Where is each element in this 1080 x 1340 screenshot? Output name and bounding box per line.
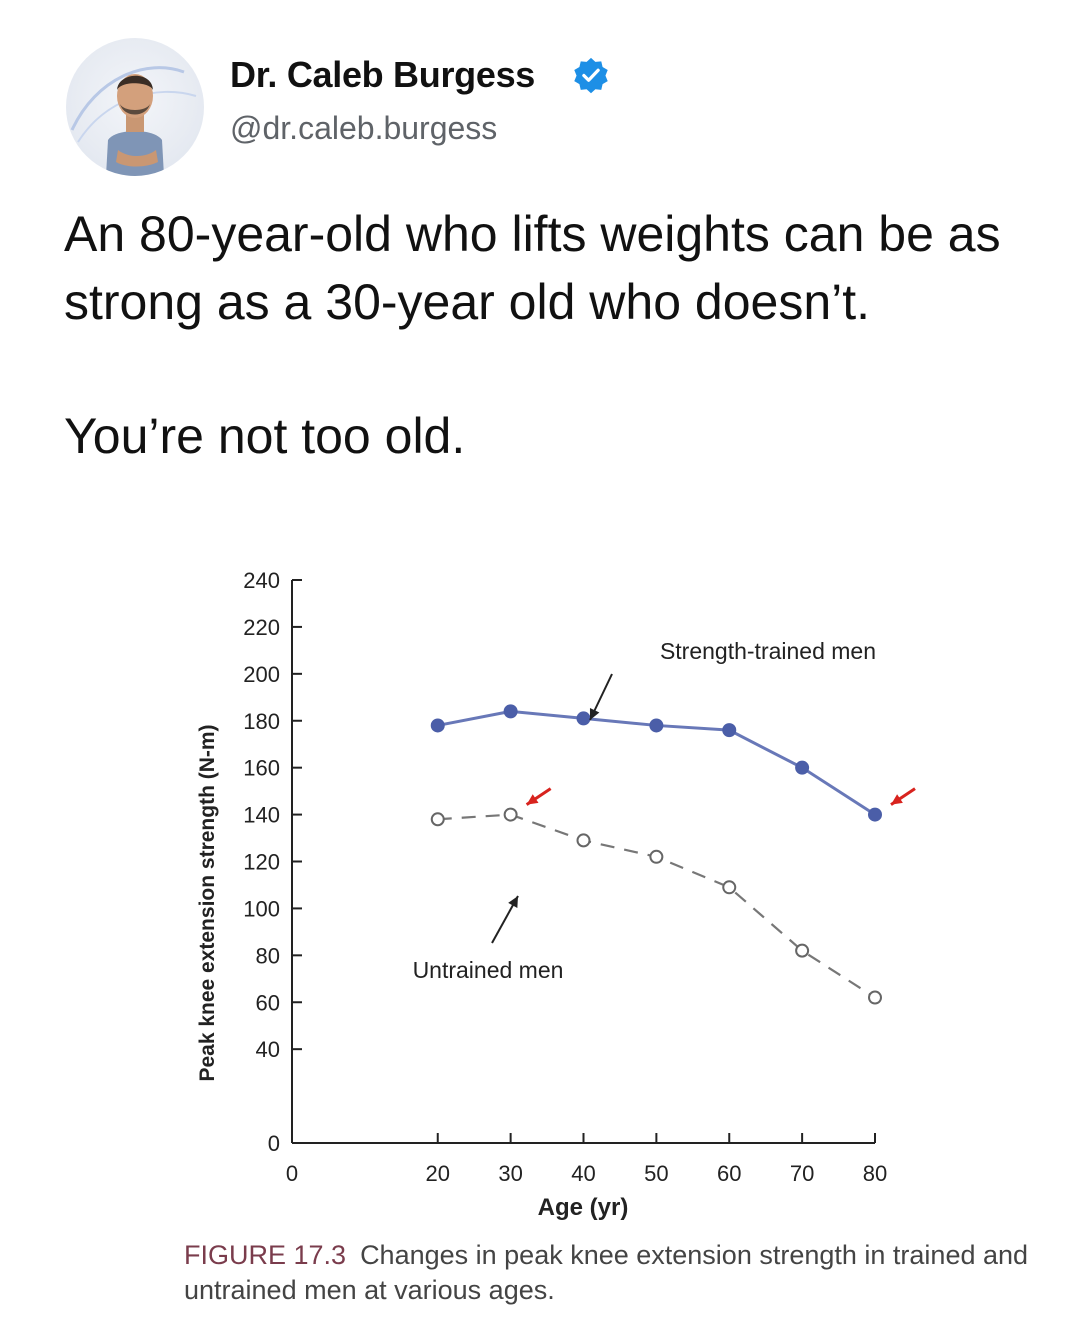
pointer-arrow-untrained-head	[508, 896, 518, 908]
avatar-illustration	[70, 66, 197, 176]
data-point-trained-20	[430, 718, 445, 733]
display-name[interactable]: Dr. Caleb Burgess	[230, 54, 536, 95]
post-text: An 80-year-old who lifts weights can be …	[64, 200, 1044, 470]
y-tick-label-180: 180	[243, 709, 280, 734]
x-tick-label-80: 80	[863, 1161, 887, 1186]
figure-caption-text: Changes in peak knee extension strength …	[184, 1240, 1029, 1305]
red-highlight-arrow-1-head	[526, 794, 539, 805]
x-tick-label-0: 0	[286, 1161, 298, 1186]
y-tick-label-200: 200	[243, 662, 280, 687]
y-tick-label-220: 220	[243, 615, 280, 640]
post-header: Dr. Caleb Burgess @dr.caleb.burgess	[66, 32, 966, 176]
avatar[interactable]	[66, 38, 204, 176]
verified-badge-icon	[574, 57, 608, 94]
red-highlight-arrow-2-head	[891, 794, 903, 805]
red-highlight-arrow-1	[525, 787, 552, 806]
y-tick-label-160: 160	[243, 756, 280, 781]
x-tick-label-30: 30	[498, 1161, 522, 1186]
red-highlight-arrow-2	[890, 787, 916, 806]
x-tick-label-20: 20	[426, 1161, 450, 1186]
chart-annotations	[491, 673, 916, 944]
data-point-untrained-60	[722, 880, 737, 895]
data-point-untrained-70	[795, 943, 810, 958]
series-label-untrained: Untrained men	[413, 957, 564, 983]
x-axis-label: Age (yr)	[538, 1194, 629, 1221]
data-point-untrained-40	[576, 833, 591, 848]
y-axis-label: Peak knee extension strength (N-m)	[196, 724, 219, 1081]
pointer-arrow-trained	[589, 673, 613, 721]
data-point-untrained-20	[430, 812, 445, 827]
y-tick-label-240: 240	[243, 568, 280, 593]
y-tick-label-140: 140	[243, 803, 280, 828]
knee-strength-chart: 0 40 60 80 100 120 140 160 180 200 220 240 0 20 30 40 50…	[196, 568, 916, 1221]
pointer-arrow-untrained	[491, 895, 519, 944]
y-tick-label-100: 100	[243, 896, 280, 921]
data-point-trained-80	[868, 807, 882, 822]
y-tick-label-60: 60	[256, 990, 280, 1015]
data-point-trained-70	[795, 760, 810, 775]
y-tick-label-120: 120	[243, 850, 280, 875]
user-handle[interactable]: @dr.caleb.burgess	[230, 110, 498, 146]
data-point-trained-40	[576, 711, 591, 726]
data-point-untrained-30	[503, 807, 518, 822]
x-tick-label-70: 70	[790, 1161, 814, 1186]
figure-caption: FIGURE 17.3 Changes in peak knee extensio…	[184, 1238, 1044, 1308]
series-label-trained: Strength-trained men	[660, 638, 876, 664]
data-point-untrained-80	[868, 990, 882, 1005]
figure-label: FIGURE 17.3	[184, 1240, 347, 1270]
pointer-arrow-trained-head	[589, 708, 600, 720]
post-text-line-1: An 80-year-old who lifts weights can be …	[64, 206, 1001, 330]
data-point-untrained-50	[649, 849, 664, 864]
chart-axes: 0 40 60 80 100 120 140 160 180 200 220 240 0 20 30 40 50…	[243, 568, 887, 1186]
post-text-line-2: You’re not too old.	[64, 408, 466, 464]
x-tick-label-40: 40	[571, 1161, 595, 1186]
y-tick-label-40: 40	[256, 1037, 280, 1062]
y-tick-label-80: 80	[256, 943, 280, 968]
x-tick-label-50: 50	[644, 1161, 668, 1186]
data-point-trained-50	[649, 718, 664, 733]
chart-series	[430, 704, 882, 1005]
data-point-trained-60	[722, 723, 737, 738]
x-tick-label-60: 60	[717, 1161, 741, 1186]
y-tick-label-0: 0	[268, 1131, 280, 1156]
data-point-trained-30	[503, 704, 518, 719]
